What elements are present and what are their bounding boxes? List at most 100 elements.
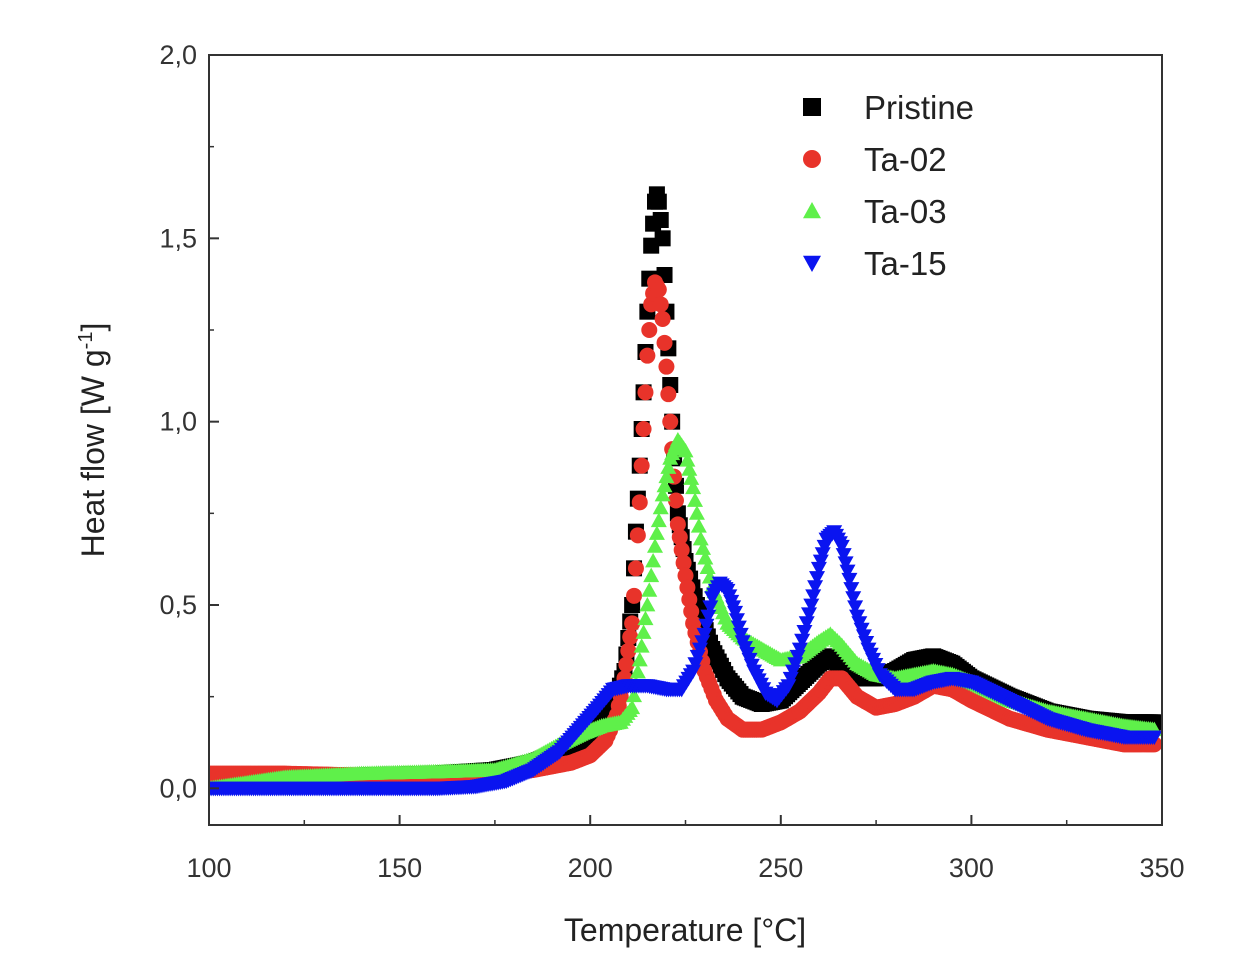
data-point (675, 554, 692, 571)
data-point (801, 607, 818, 622)
legend-label: Ta-02 (864, 141, 947, 178)
data-point (809, 571, 826, 586)
data-point (845, 591, 862, 606)
data-point (841, 572, 858, 588)
data-point (685, 479, 702, 495)
legend-marker (803, 202, 821, 219)
data-point (639, 597, 656, 612)
data-point (698, 618, 715, 634)
data-point (702, 600, 719, 615)
data-point (679, 452, 696, 467)
data-point (798, 616, 815, 631)
data-point (654, 230, 671, 247)
legend-item: Pristine (803, 89, 974, 126)
data-point (626, 687, 643, 703)
data-point (652, 296, 669, 313)
data-point (727, 605, 744, 621)
data-point (622, 629, 639, 646)
data-point (677, 567, 694, 584)
data-point (692, 531, 709, 546)
data-point (688, 505, 705, 520)
data-point (633, 457, 650, 474)
data-point (805, 589, 822, 604)
x-tick-label: 150 (377, 853, 422, 883)
legend-item: Ta-02 (803, 141, 947, 178)
data-point (637, 610, 654, 626)
data-point (812, 554, 829, 569)
y-tick-label: 0,5 (159, 590, 197, 620)
data-point (645, 553, 662, 568)
data-point (624, 699, 641, 715)
data-point (695, 540, 712, 555)
data-point (803, 598, 820, 613)
data-point (639, 347, 656, 364)
data-point (681, 591, 698, 608)
data-point (641, 582, 658, 597)
data-point (728, 613, 745, 628)
y-axis-title-main: Heat flow [W g (75, 349, 111, 557)
data-point (629, 663, 646, 679)
data-point (641, 322, 658, 338)
y-axis-title-end: ] (75, 323, 111, 332)
series-ta-15 (209, 525, 1162, 797)
x-axis-ticks: 100 150 200 250 300 350 (186, 815, 1185, 883)
x-tick-label: 200 (568, 853, 613, 883)
series-layer (209, 186, 1162, 797)
data-point (618, 656, 635, 673)
data-point (656, 334, 673, 351)
data-point (677, 443, 694, 458)
data-point (660, 386, 677, 403)
data-point (683, 603, 700, 620)
data-point (732, 627, 749, 643)
data-point (794, 633, 811, 649)
data-point (730, 620, 747, 635)
x-tick-label: 300 (949, 853, 994, 883)
data-point (669, 516, 686, 533)
legend-item: Ta-15 (803, 245, 947, 282)
legend-label: Ta-15 (864, 245, 947, 282)
y-tick-label: 1,0 (159, 407, 197, 437)
data-point (843, 582, 860, 597)
data-point (690, 518, 707, 533)
data-point (635, 421, 652, 437)
data-point (673, 542, 690, 558)
x-tick-label: 250 (758, 853, 803, 883)
data-point (647, 538, 664, 553)
y-axis-ticks: 0,0 0,5 1,0 1,5 2,0 (159, 40, 219, 803)
data-point (687, 492, 704, 507)
legend-marker (803, 150, 821, 168)
data-point (796, 625, 813, 640)
data-point (835, 548, 852, 563)
data-point (807, 580, 824, 595)
data-point (626, 587, 643, 604)
data-point (696, 627, 713, 643)
data-point (620, 642, 637, 659)
data-point (658, 358, 675, 375)
data-point (679, 579, 696, 596)
data-point (631, 494, 648, 511)
legend-marker (803, 255, 821, 272)
data-point (699, 559, 716, 574)
y-tick-label: 2,0 (159, 40, 197, 70)
data-point (635, 624, 652, 639)
data-point (837, 556, 854, 571)
data-point (637, 384, 654, 401)
data-point (1146, 730, 1162, 745)
data-point (650, 512, 667, 528)
y-axis-title-superscript: -1 (75, 332, 97, 350)
data-point (660, 459, 677, 474)
y-tick-label: 0,0 (159, 773, 197, 803)
y-axis-title: Heat flow [W g-1] (75, 323, 111, 558)
data-point (648, 525, 665, 540)
data-point (810, 561, 827, 577)
legend-marker (803, 98, 821, 116)
data-point (658, 468, 675, 484)
data-point (654, 487, 671, 502)
data-point (697, 550, 714, 565)
data-point (643, 567, 660, 583)
legend-label: Ta-03 (864, 193, 947, 230)
data-point (627, 560, 644, 577)
data-point (683, 470, 700, 485)
data-point (847, 600, 864, 615)
